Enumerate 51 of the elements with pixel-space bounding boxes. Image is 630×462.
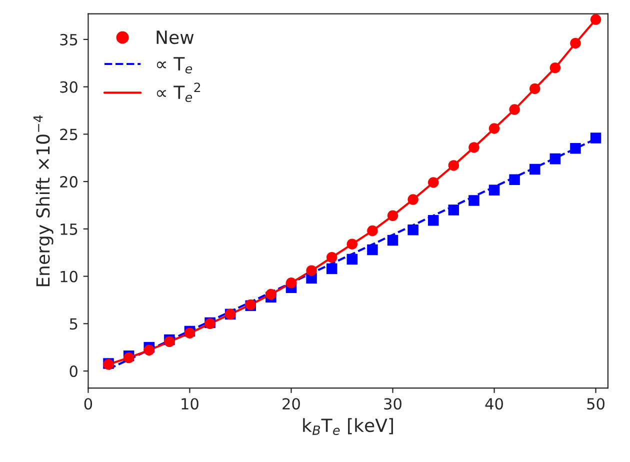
point <box>408 224 418 236</box>
point <box>590 14 602 25</box>
point <box>570 143 581 154</box>
point <box>408 194 418 205</box>
point <box>387 210 398 222</box>
x-tick-label: 30 <box>384 398 402 410</box>
point <box>529 164 540 175</box>
point <box>590 132 602 144</box>
point <box>509 104 520 115</box>
x-tick-label: 20 <box>282 398 300 410</box>
point <box>529 83 540 94</box>
x-tick-label: 10 <box>182 398 198 410</box>
y-tick-label: 10 <box>60 270 78 282</box>
legend-label: ∝ T$_{e}$ <box>156 57 192 74</box>
point <box>488 184 500 196</box>
point <box>306 265 317 276</box>
y-tick-label: 5 <box>70 318 78 330</box>
point <box>387 234 398 246</box>
point <box>448 160 460 171</box>
x-tick-label: 50 <box>587 398 604 410</box>
point <box>428 177 439 188</box>
x-tick-label: 40 <box>485 398 503 410</box>
y-tick-label: 30 <box>60 81 78 93</box>
y-tick-label: 35 <box>60 34 78 46</box>
point <box>468 195 480 206</box>
point <box>346 238 358 250</box>
point <box>509 174 520 186</box>
x-axis-title: k$_{B}$T$_{e}$ [keV] <box>303 418 393 435</box>
y-tick-label: 15 <box>60 224 78 235</box>
point <box>570 38 581 49</box>
legend-label: ∝ T$_{e}$$^{2}$ <box>156 82 200 102</box>
point <box>367 244 378 256</box>
point <box>144 344 154 356</box>
point <box>448 204 460 216</box>
point <box>266 288 276 300</box>
y-tick-label: 25 <box>60 128 78 140</box>
x-tick-label: 0 <box>84 398 92 410</box>
y-tick-label: 0 <box>70 365 78 378</box>
point <box>428 215 439 226</box>
point <box>488 123 500 134</box>
point <box>326 263 338 274</box>
point <box>550 62 561 74</box>
point <box>326 252 338 263</box>
point <box>468 142 480 153</box>
y-axis-title: Energy Shift ×10$^{−4}$ <box>33 115 54 286</box>
point <box>286 278 297 288</box>
point <box>550 153 561 164</box>
legend-label: New <box>156 30 194 44</box>
point <box>346 254 358 265</box>
point <box>367 225 378 236</box>
y-tick-label: 20 <box>60 176 78 188</box>
